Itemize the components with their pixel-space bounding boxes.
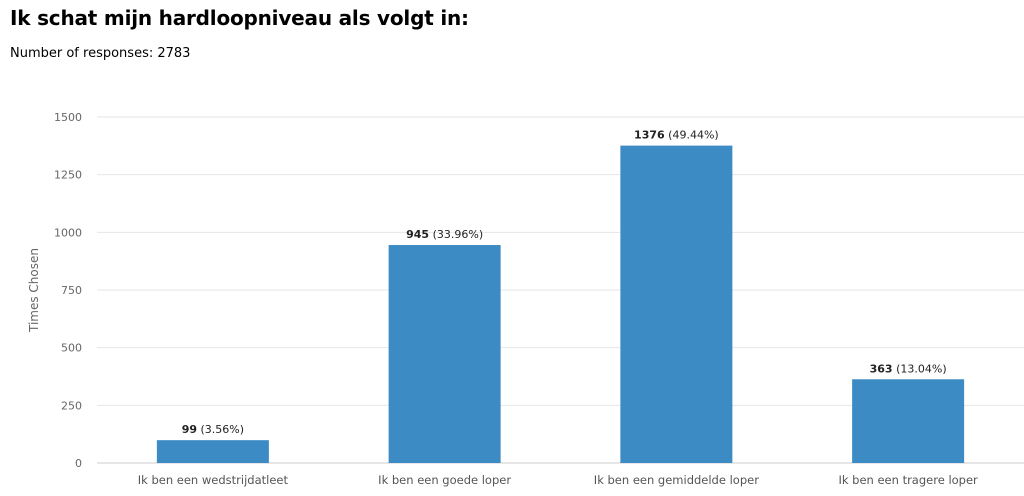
- y-axis-label: Times Chosen: [27, 248, 41, 333]
- y-tick-label: 250: [61, 399, 82, 412]
- y-tick-label: 1250: [54, 169, 82, 182]
- chart-subtitle: Number of responses: 2783: [10, 46, 191, 61]
- data-label-percent: (49.44%): [665, 129, 719, 142]
- bar: [388, 245, 501, 463]
- bar: [620, 145, 733, 463]
- bars: [156, 145, 965, 463]
- y-tick-label: 0: [75, 457, 82, 470]
- data-label-count: 1376: [634, 129, 665, 142]
- y-tick-label: 1000: [54, 226, 82, 239]
- data-label-count: 99: [182, 423, 197, 436]
- data-label: 99 (3.56%): [182, 423, 244, 436]
- data-label: 1376 (49.44%): [634, 129, 719, 142]
- chart-title: Ik schat mijn hardloopniveau als volgt i…: [10, 6, 469, 30]
- bar: [852, 379, 965, 463]
- data-label-percent: (13.04%): [893, 362, 947, 375]
- data-label-percent: (33.96%): [429, 228, 483, 241]
- y-tick-label: 500: [61, 342, 82, 355]
- data-label: 363 (13.04%): [870, 362, 947, 375]
- x-category-label: Ik ben een wedstrijdatleet: [138, 473, 289, 487]
- x-category-label: Ik ben een goede loper: [378, 473, 511, 487]
- data-label-count: 945: [406, 228, 429, 241]
- x-category-label: Ik ben een tragere loper: [838, 473, 978, 487]
- y-tick-label: 1500: [54, 111, 82, 124]
- data-labels: 99 (3.56%) 945 (33.96%) 1376 (49.44%) 363 (…: [182, 129, 947, 437]
- x-category-label: Ik ben een gemiddelde loper: [594, 473, 759, 487]
- data-label-percent: (3.56%): [197, 423, 244, 436]
- data-label: 945 (33.96%): [406, 228, 483, 241]
- y-tick-label: 750: [61, 284, 82, 297]
- bar: [156, 440, 269, 463]
- data-label-count: 363: [870, 362, 893, 375]
- y-axis-ticks: 0 250 500 750 1000 1250 1500: [54, 111, 82, 470]
- x-axis-categories: Ik ben een wedstrijdatleet Ik ben een goe…: [138, 473, 978, 487]
